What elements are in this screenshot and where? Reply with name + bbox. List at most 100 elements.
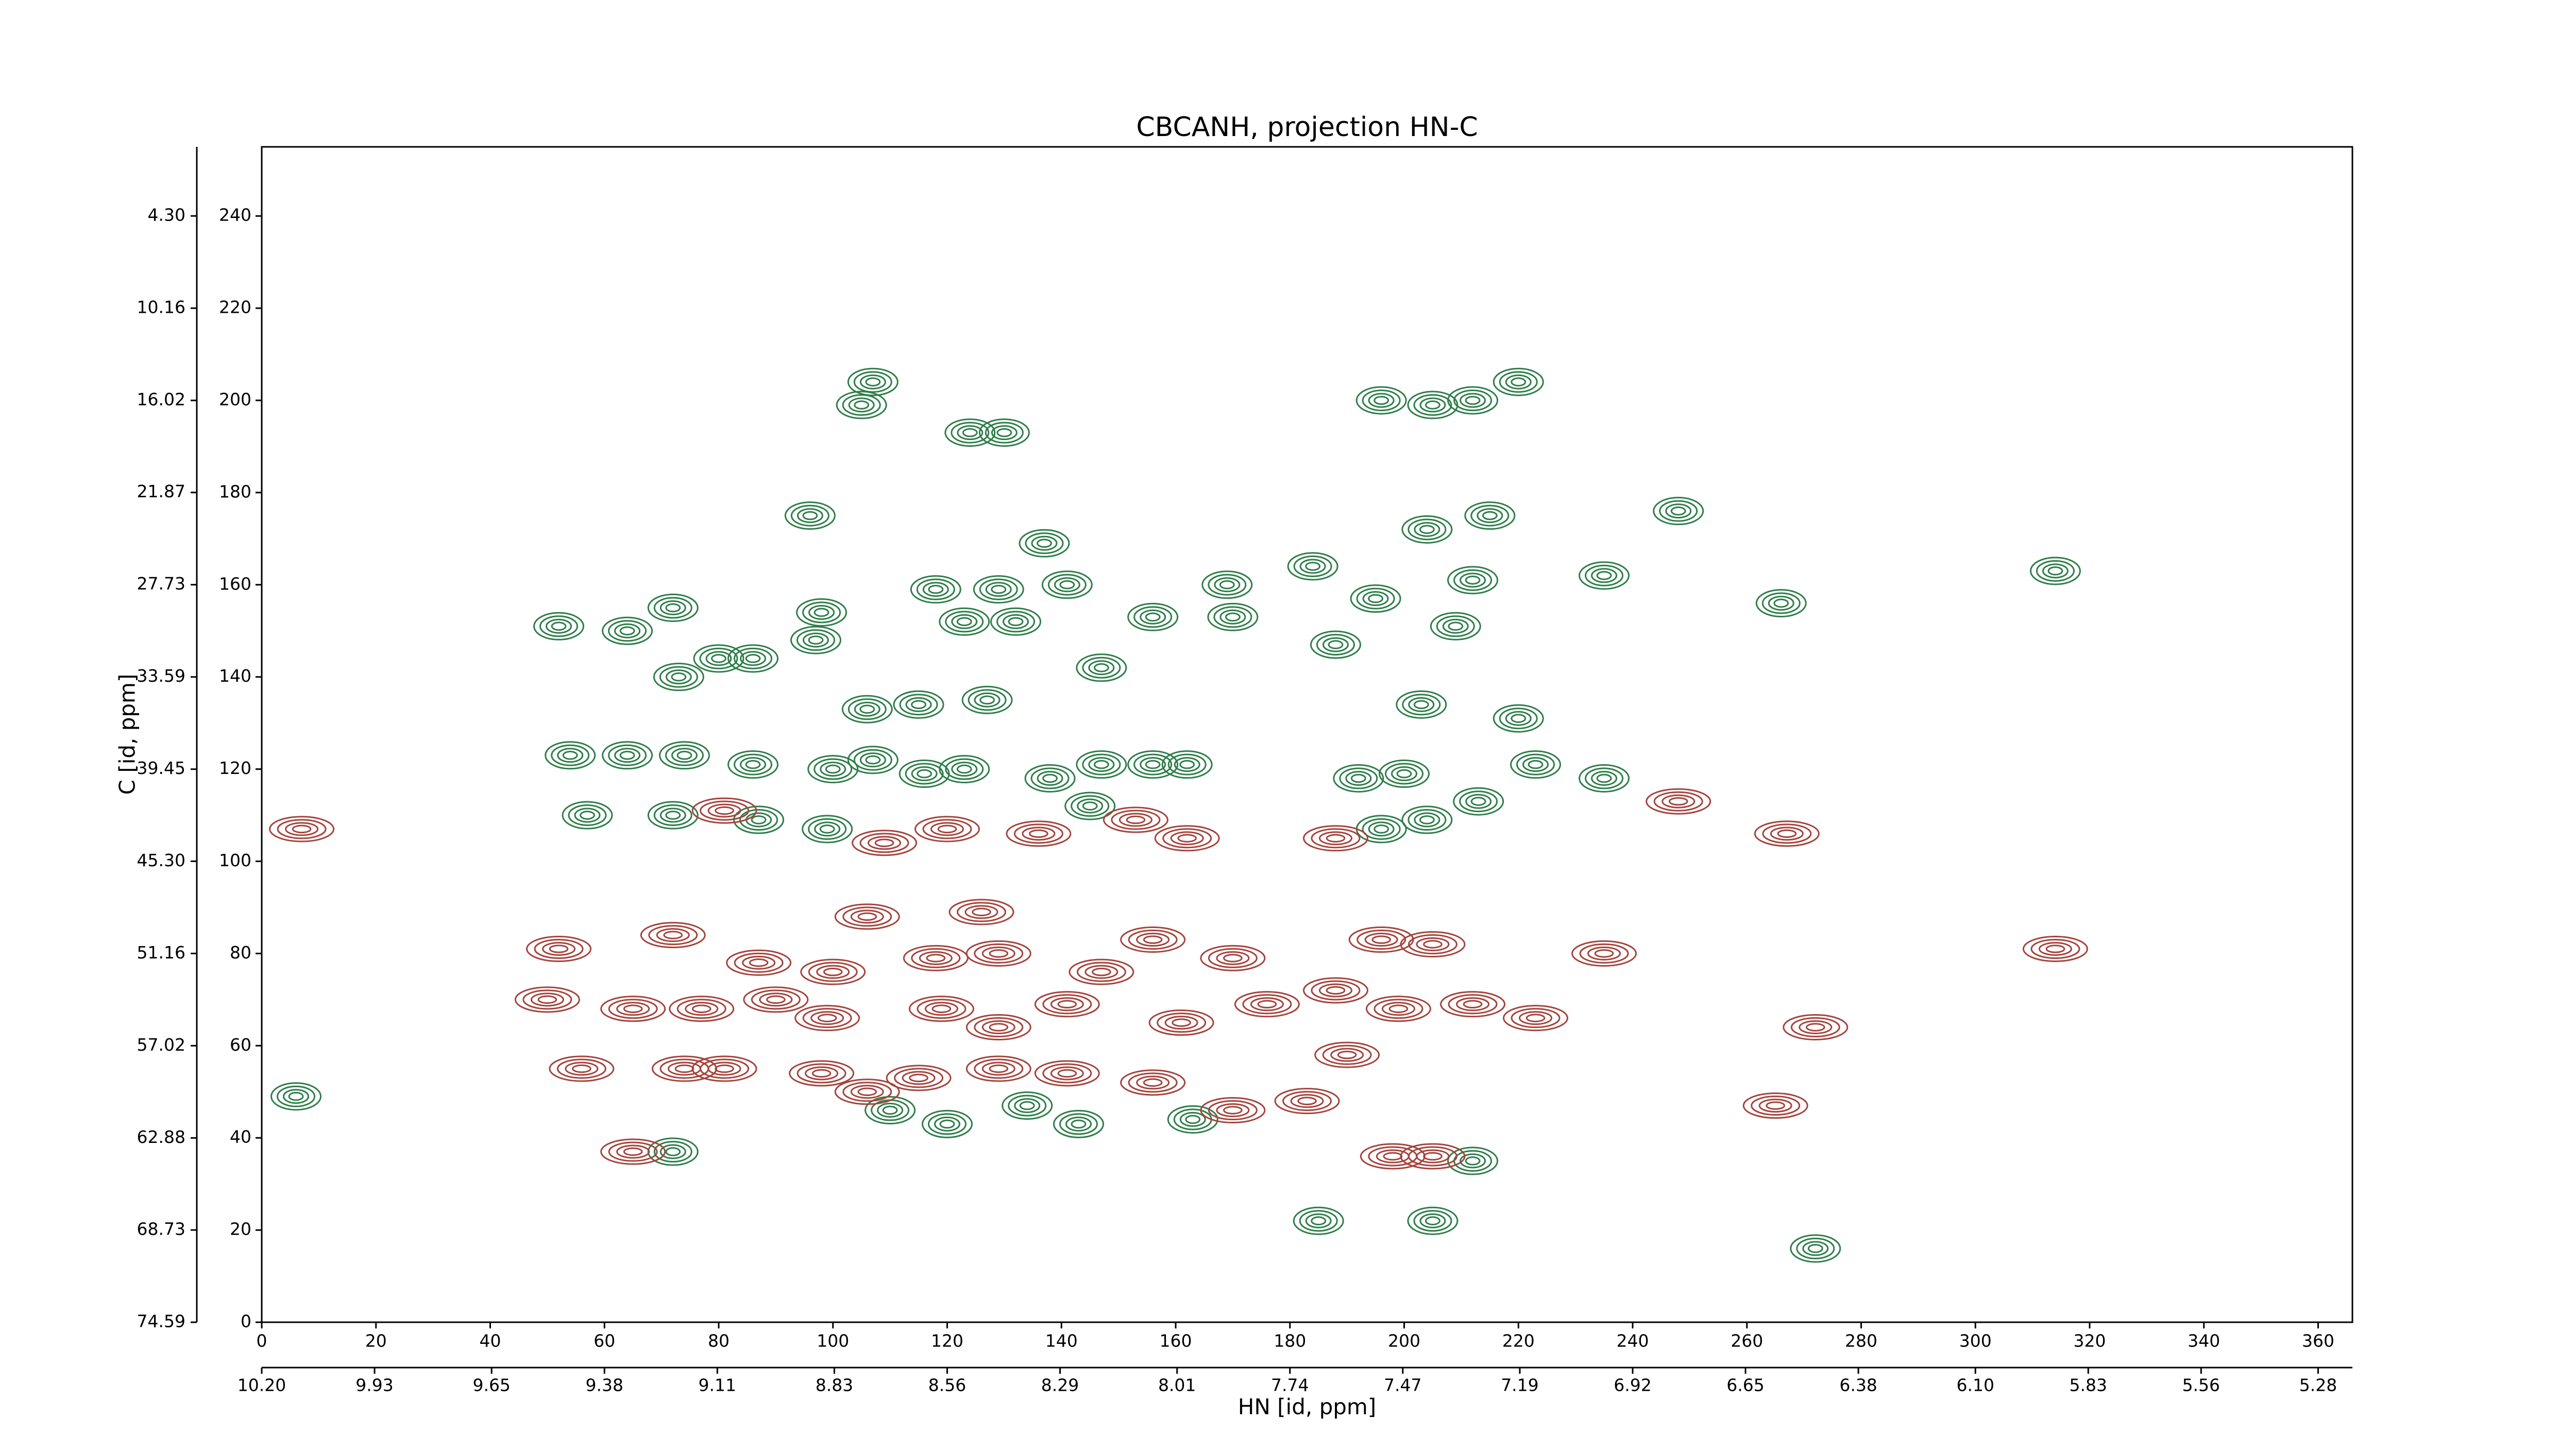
contour-ring — [978, 418, 1030, 447]
contour-ring — [1790, 1234, 1841, 1263]
contour-ring — [1014, 1098, 1041, 1114]
peak — [1127, 602, 1179, 631]
peak — [990, 607, 1042, 636]
contour-ring — [2042, 563, 2069, 579]
contour-ring — [665, 811, 681, 820]
contour-ring — [1019, 1101, 1035, 1110]
contour-ring — [922, 582, 949, 597]
y-tick-label: 80 — [230, 942, 251, 963]
contour-ring — [653, 597, 692, 619]
peak — [270, 1082, 322, 1111]
contour-ring — [653, 663, 704, 692]
peak — [1333, 764, 1384, 793]
contour-ring — [1042, 1063, 1092, 1084]
contour-ring — [2045, 945, 2065, 953]
peak — [691, 797, 757, 824]
contour-ring — [1219, 609, 1246, 625]
contour-ring — [1463, 1000, 1483, 1009]
peak — [1754, 820, 1820, 847]
contour-ring — [1368, 594, 1383, 603]
y2-tick-label: 51.16 — [137, 942, 185, 963]
contour-ring — [534, 938, 584, 959]
contour-ring — [691, 1004, 711, 1013]
peak — [1447, 386, 1499, 415]
contour-ring — [1460, 1153, 1486, 1169]
peak — [1034, 1060, 1100, 1087]
contour-ring — [859, 374, 886, 390]
peak — [796, 598, 848, 627]
contour-ring — [859, 752, 886, 768]
contour-ring — [1754, 820, 1820, 847]
peak — [1400, 931, 1466, 958]
contour-ring — [854, 701, 880, 717]
contour-ring — [796, 598, 848, 627]
contour-ring — [1136, 1075, 1170, 1090]
contour-ring — [1250, 997, 1284, 1012]
contour-ring — [1053, 1109, 1105, 1138]
x2-tick-label: 9.11 — [699, 1375, 736, 1395]
contour-ring — [1322, 637, 1349, 652]
peak — [807, 755, 859, 784]
peak — [1401, 805, 1453, 834]
contour-ring — [1368, 821, 1395, 837]
x-tick-label: 120 — [931, 1331, 963, 1351]
contour-ring — [1170, 831, 1204, 846]
peak — [1502, 1005, 1568, 1032]
y-tick-label: 200 — [219, 389, 251, 409]
contour-ring — [1659, 500, 1698, 522]
peak — [973, 575, 1024, 604]
contour-ring — [685, 1002, 719, 1016]
contour-ring — [1069, 958, 1134, 985]
contour-ring — [707, 803, 741, 818]
peak — [1069, 958, 1134, 985]
y-tick-label: 180 — [219, 481, 251, 501]
contour-ring — [859, 833, 909, 853]
contour-ring — [616, 1144, 650, 1159]
contour-ring — [1057, 1000, 1077, 1009]
contour-ring — [974, 1017, 1024, 1038]
contour-ring — [727, 750, 779, 779]
x-tick-label: 220 — [1502, 1331, 1535, 1351]
peak — [939, 607, 990, 636]
x2-tick-label: 5.56 — [2182, 1375, 2220, 1395]
contour-ring — [568, 804, 607, 827]
contour-ring — [715, 1064, 734, 1073]
contour-ring — [1356, 587, 1395, 610]
contour-ring — [1400, 931, 1466, 958]
peak — [800, 958, 866, 985]
contour-ring — [1326, 986, 1346, 995]
contour-ring — [1305, 562, 1321, 571]
contour-ring — [996, 611, 1036, 633]
contour-ring — [700, 1058, 750, 1079]
contour-ring — [1091, 967, 1111, 976]
contour-ring — [857, 912, 877, 921]
peak — [1201, 570, 1253, 599]
contour-ring — [727, 644, 779, 673]
peak — [914, 816, 980, 843]
contour-ring — [1381, 1002, 1415, 1016]
contour-ring — [989, 1023, 1009, 1032]
contour-ring — [1762, 823, 1812, 844]
contour-ring — [1167, 1105, 1218, 1134]
contour-ring — [1310, 630, 1361, 659]
contour-ring — [939, 1119, 955, 1129]
contour-ring — [996, 428, 1012, 437]
peak — [1430, 612, 1481, 641]
contour-ring — [1579, 943, 1629, 964]
contour-ring — [1031, 535, 1058, 551]
contour-ring — [1465, 794, 1492, 809]
contour-ring — [1355, 386, 1407, 415]
peak — [1783, 1014, 1849, 1041]
contour-ring — [1755, 589, 1807, 618]
contour-ring — [1143, 935, 1163, 944]
contour-ring — [711, 654, 726, 663]
contour-ring — [665, 1147, 681, 1156]
peak — [836, 391, 887, 419]
contour-ring — [1059, 580, 1075, 589]
contour-ring — [1299, 559, 1326, 574]
contour-ring — [1510, 750, 1561, 779]
y-tick-label: 220 — [219, 297, 251, 317]
x2-tick-label: 8.56 — [928, 1375, 966, 1395]
contour-ring — [1401, 515, 1453, 544]
contour-ring — [270, 1082, 322, 1111]
